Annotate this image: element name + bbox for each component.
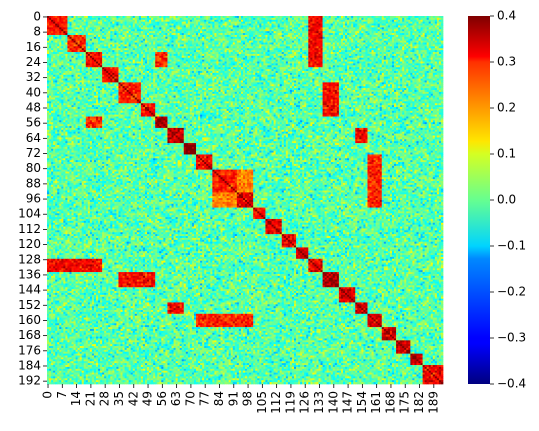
- heatmap-plot-area: [47, 16, 443, 384]
